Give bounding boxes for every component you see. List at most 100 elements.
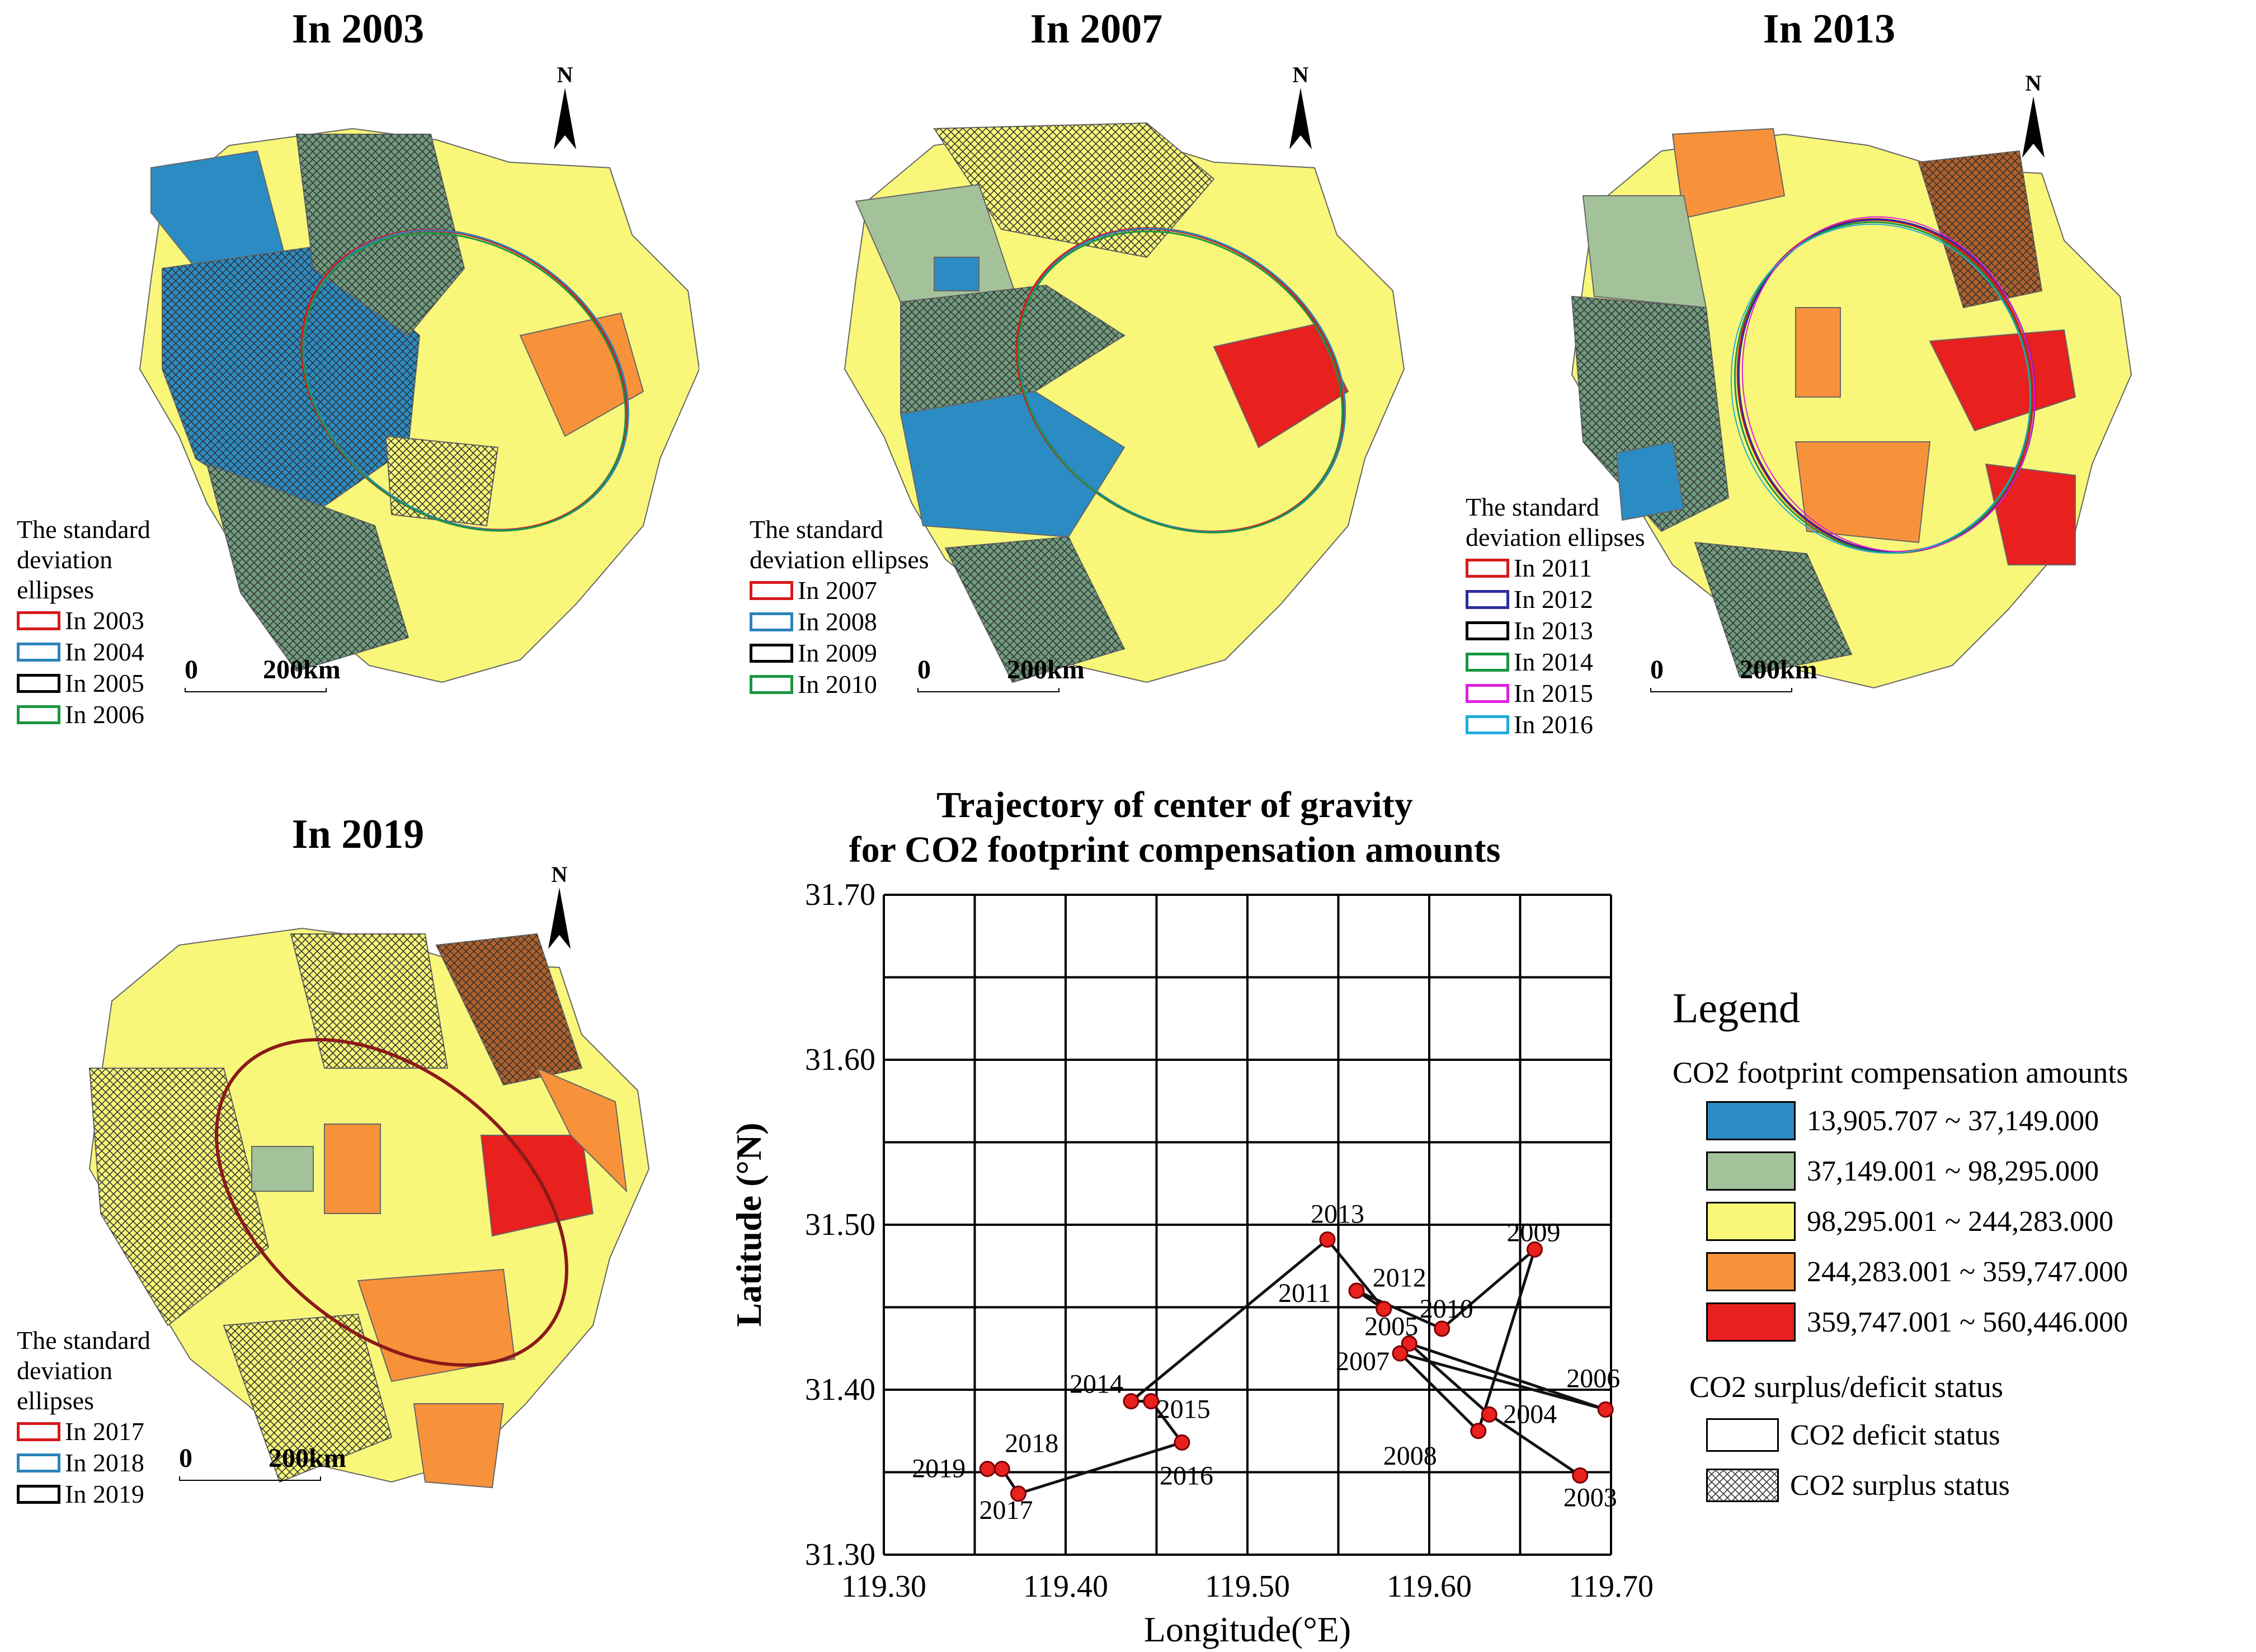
ellipse-label: In 2012 (1514, 585, 1593, 613)
point-year-label: 2017 (979, 1495, 1033, 1525)
trajectory-chart: 119.30 119.40 119.50 119.60 119.70 31.30 31.40… (729, 877, 1654, 1649)
trajectory-point (1143, 1393, 1160, 1410)
trajectory-point (993, 1461, 1010, 1478)
y-tick-label: 31.50 (805, 1207, 875, 1242)
ellipse-swatch (17, 1485, 60, 1504)
ellipse-label: In 2014 (1514, 648, 1593, 676)
legend-title: Legend (1673, 985, 1800, 1032)
trajectory-point (1376, 1300, 1392, 1317)
ellipse-swatch (17, 1453, 60, 1472)
ellipse-swatch (1466, 715, 1509, 734)
region-map-2013 (1571, 128, 2132, 689)
map-legend: Legend CO2 footprint compensation amount… (1673, 984, 2254, 1511)
point-year-label: 2014 (1070, 1370, 1123, 1399)
trajectory-point (1434, 1320, 1450, 1337)
y-tick-label: 31.30 (805, 1537, 875, 1572)
legend-swatch (1706, 1202, 1796, 1241)
trajectory-point (1401, 1335, 1417, 1352)
ellipse-swatch (17, 1422, 60, 1441)
trajectory-line (987, 1238, 1607, 1495)
ellipse-swatch (1466, 653, 1509, 672)
ellipse-label: In 2019 (65, 1480, 144, 1508)
ellipse-swatch (1466, 590, 1509, 609)
ellipse-swatch (750, 612, 793, 631)
trajectory-point (1010, 1485, 1026, 1502)
point-year-label: 2012 (1373, 1263, 1426, 1292)
region-map-2003 (139, 128, 699, 683)
trajectory-point (1123, 1393, 1139, 1410)
ellipse-label: In 2011 (1514, 554, 1593, 582)
ellipse-label: In 2003 (65, 606, 144, 635)
y-tick-label: 31.70 (805, 877, 875, 912)
map-title-2013: In 2013 (1763, 6, 1896, 52)
ellipse-swatch (17, 611, 60, 630)
scale-bar: 0 200km (179, 1443, 346, 1482)
map-title-2003: In 2003 (291, 6, 425, 52)
trajectory-point (1481, 1406, 1497, 1423)
ellipse-swatch (750, 644, 793, 663)
ellipse-label: In 2008 (798, 607, 877, 636)
y-axis-label: Latitude (°N) (729, 1122, 769, 1327)
legend-item: 13,905.707 ~ 37,149.000 (1706, 1096, 2254, 1146)
trajectory-point (1348, 1282, 1365, 1299)
legend-swatch (1706, 1469, 1779, 1502)
scale-bar: 0 200km (917, 654, 1085, 693)
ellipse-legend: The standard deviation ellipses In 2011 … (1466, 492, 1650, 740)
ellipse-legend-title: The standard deviation ellipses (17, 1326, 150, 1415)
ellipse-swatch (1466, 559, 1509, 578)
ellipse-legend: The standard deviation ellipses In 2003 … (17, 515, 196, 730)
x-tick-label: 119.40 (1023, 1569, 1108, 1604)
y-tick-label: 31.40 (805, 1372, 875, 1407)
scale-bar: 0 200km (185, 654, 341, 693)
trajectory-point (1174, 1434, 1190, 1451)
map-title-2019: In 2019 (291, 811, 425, 857)
ellipse-label: In 2010 (798, 670, 877, 698)
ellipse-swatch (17, 674, 60, 693)
chart-title-line2: for CO2 footprint compensation amounts (849, 829, 1501, 870)
ellipse-swatch (1466, 621, 1509, 640)
ellipse-label: In 2005 (65, 669, 144, 697)
legend-item: 244,283.001 ~ 359,747.000 (1706, 1247, 2254, 1297)
point-year-label: 2019 (912, 1454, 965, 1484)
legend-item: CO2 deficit status (1706, 1410, 2254, 1460)
north-arrow-icon: N (1287, 62, 1315, 155)
ellipse-swatch (750, 675, 793, 694)
point-year-label: 2011 (1278, 1278, 1331, 1308)
trajectory-point (1392, 1345, 1409, 1362)
legend-item: 98,295.001 ~ 244,283.000 (1706, 1196, 2254, 1247)
region-map-2019 (88, 927, 650, 1489)
x-tick-label: 119.70 (1569, 1569, 1654, 1604)
ellipse-label: In 2009 (798, 639, 877, 667)
north-arrow-icon: N (545, 861, 573, 955)
legend-item: CO2 surplus status (1706, 1460, 2254, 1511)
point-year-label: 2005 (1364, 1311, 1418, 1341)
point-year-label: 2006 (1566, 1363, 1620, 1393)
legend-swatch (1706, 1252, 1796, 1291)
legend-swatch (1706, 1418, 1779, 1452)
chart-title: Trajectory of center of gravity for CO2 … (699, 783, 1650, 872)
trajectory-point (1572, 1467, 1589, 1484)
x-tick-label: 119.60 (1387, 1569, 1472, 1604)
point-year-label: 2008 (1383, 1441, 1437, 1471)
point-year-label: 2010 (1420, 1294, 1473, 1324)
ellipse-label: In 2018 (65, 1448, 144, 1477)
ellipse-swatch (17, 643, 60, 662)
ellipse-legend-title: The standard deviation ellipses (750, 515, 929, 574)
ellipse-swatch (17, 705, 60, 724)
north-arrow-icon: N (551, 62, 579, 155)
trajectory-point (1470, 1423, 1487, 1439)
ellipse-legend-title: The standard deviation ellipses (1466, 493, 1645, 551)
ellipse-label: In 2016 (1514, 710, 1593, 739)
point-year-label: 2003 (1563, 1483, 1617, 1512)
x-axis-label: Longitude(°E) (1144, 1609, 1351, 1649)
legend-item: 359,747.001 ~ 560,446.000 (1706, 1297, 2254, 1347)
point-year-label: 2009 (1507, 1217, 1561, 1247)
legend-swatch (1706, 1302, 1796, 1342)
north-arrow-icon: N (2019, 70, 2047, 163)
y-tick-label: 31.60 (805, 1042, 875, 1077)
ellipse-legend-title: The standard deviation ellipses (17, 515, 150, 604)
ellipse-label: In 2004 (65, 638, 144, 666)
region-map-2007 (844, 122, 1405, 683)
point-year-label: 2015 (1157, 1395, 1211, 1424)
scale-bar: 0 200km (1650, 654, 1817, 693)
